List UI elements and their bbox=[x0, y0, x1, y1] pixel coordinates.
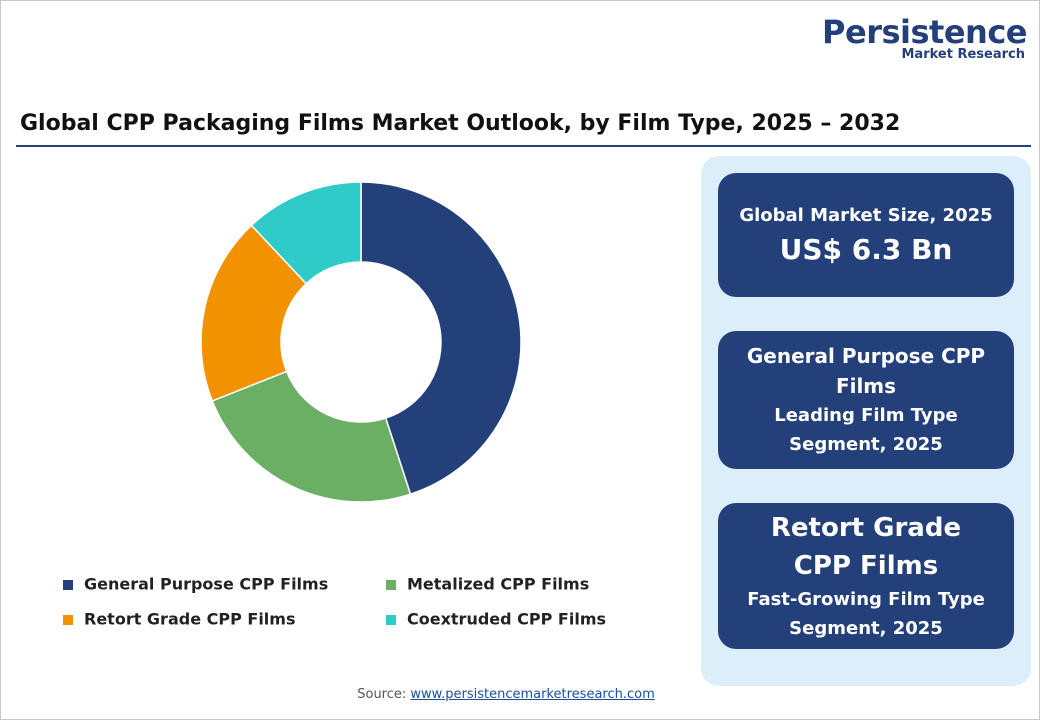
stat-box: Retort Grade CPP Films Fast-Growing Film… bbox=[718, 503, 1014, 649]
legend-label: Coextruded CPP Films bbox=[407, 610, 606, 629]
logo-name: Persistence bbox=[822, 13, 1027, 51]
legend-label: Retort Grade CPP Films bbox=[84, 610, 295, 629]
logo-tagline: Market Research bbox=[901, 47, 1026, 62]
chart-title: Global CPP Packaging Films Market Outloo… bbox=[20, 111, 901, 136]
legend-swatch bbox=[386, 615, 396, 625]
source: Source: www.persistencemarketresearch.co… bbox=[1, 687, 1011, 702]
legend-label: General Purpose CPP Films bbox=[84, 575, 328, 594]
stat-value: US$ 6.3 Bn bbox=[779, 233, 953, 266]
side-panel: Global Market Size, 2025 US$ 6.3 Bn Gene… bbox=[701, 156, 1031, 686]
donut-segment bbox=[360, 181, 522, 496]
legend-swatch bbox=[63, 615, 73, 625]
stat-heading: Retort Grade CPP Films bbox=[770, 513, 962, 581]
source-link[interactable]: www.persistencemarketresearch.com bbox=[410, 687, 655, 702]
source-label: Source: bbox=[357, 687, 407, 702]
stat-heading: Global Market Size, 2025 bbox=[739, 205, 993, 226]
donut-segment bbox=[211, 370, 412, 503]
title-rule bbox=[16, 145, 1031, 147]
stat-subtitle: Fast-Growing Film Type Segment, 2025 bbox=[747, 589, 985, 639]
donut-segment bbox=[200, 224, 308, 402]
legend-swatch bbox=[386, 580, 396, 590]
stat-box: General Purpose CPP Films Leading Film T… bbox=[718, 331, 1014, 469]
stat-subtitle: Leading Film Type Segment, 2025 bbox=[774, 405, 958, 455]
legend-label: Metalized CPP Films bbox=[407, 575, 589, 594]
stat-heading: General Purpose CPP Films bbox=[746, 344, 986, 398]
legend-swatch bbox=[63, 580, 73, 590]
stat-box: Global Market Size, 2025 US$ 6.3 Bn bbox=[718, 173, 1014, 297]
donut-segment bbox=[250, 181, 362, 285]
chart: General Purpose CPP Films Metalized CPP F… bbox=[63, 181, 606, 629]
